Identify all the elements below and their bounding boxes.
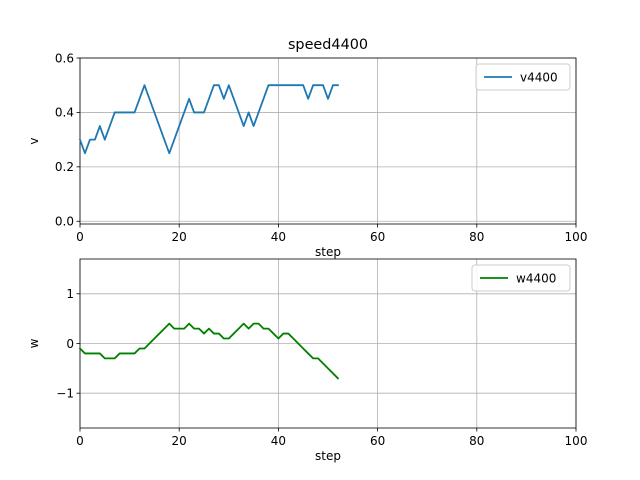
x-tick-label: 20 <box>172 434 187 448</box>
x-tick-label: 0 <box>76 230 84 244</box>
figure-title: speed4400 <box>288 37 368 53</box>
speed-plot-w: 0 20 40 60 80 100 −1 0 1 step w w4400 <box>27 258 588 463</box>
x-tick-label: 40 <box>271 434 286 448</box>
speed-plot-v: 0 20 40 60 80 100 0.0 0.2 0.4 0.6 step v v4400 <box>27 51 587 259</box>
y-axis-label: w <box>27 338 41 348</box>
x-tick-label: 20 <box>172 230 187 244</box>
series-line-w4400 <box>78 322 340 380</box>
x-tick-label: 100 <box>565 434 588 448</box>
legend-label: v4400 <box>520 70 558 84</box>
y-tick-label: −1 <box>56 387 74 401</box>
y-tick-label: 0.6 <box>55 51 74 65</box>
x-tick-label: 60 <box>370 230 385 244</box>
x-tick-label: 100 <box>565 230 588 244</box>
x-tick-label: 80 <box>469 434 484 448</box>
y-axis-label: v <box>27 137 41 144</box>
legend-label: w4400 <box>516 271 556 285</box>
x-axis-label: step <box>315 245 341 259</box>
y-tick-label: 0.0 <box>55 215 74 229</box>
x-tick-label: 0 <box>76 434 84 448</box>
x-tick-label: 40 <box>271 230 286 244</box>
legend-box <box>475 63 571 91</box>
y-tick-label: 1 <box>66 287 74 301</box>
x-tick-label: 80 <box>469 230 484 244</box>
x-tick-label: 60 <box>370 434 385 448</box>
y-tick-label: 0.4 <box>55 106 74 120</box>
legend-box <box>471 264 571 292</box>
x-axis-label: step <box>315 449 341 463</box>
y-tick-label: 0 <box>66 337 74 351</box>
y-tick-label: 0.2 <box>55 160 74 174</box>
series-line-v4400 <box>78 84 339 155</box>
